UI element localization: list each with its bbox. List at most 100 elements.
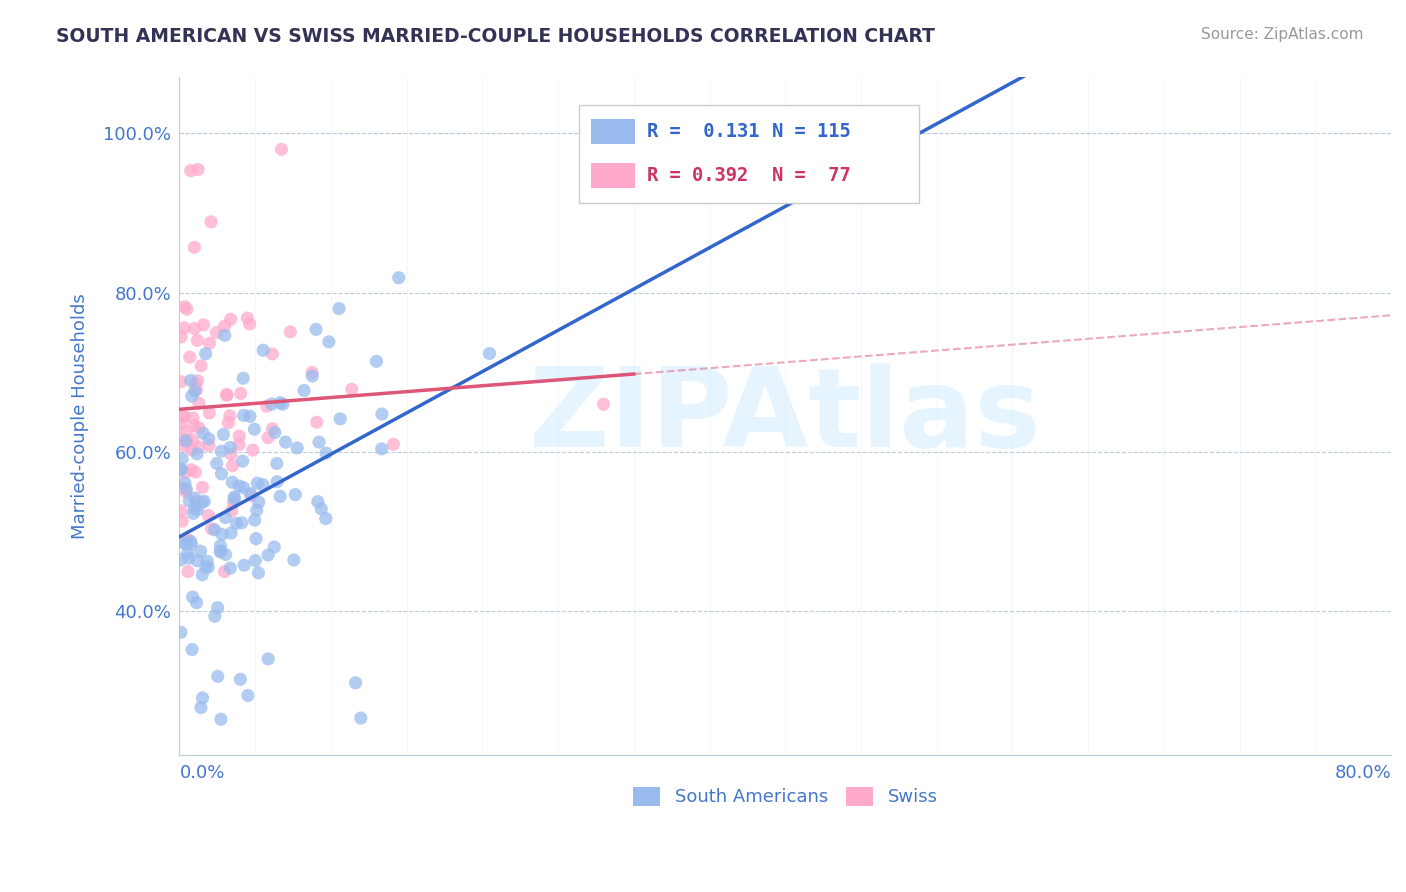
Point <box>184 384 207 398</box>
Point <box>209 712 232 726</box>
FancyBboxPatch shape <box>592 163 636 188</box>
Point <box>243 513 266 527</box>
Point <box>173 409 195 424</box>
Point <box>271 397 294 411</box>
Point <box>170 462 193 476</box>
Point <box>186 596 208 610</box>
Point <box>263 425 285 440</box>
Point <box>221 504 243 518</box>
Point <box>181 642 204 657</box>
Point <box>215 387 238 401</box>
Text: 0.0%: 0.0% <box>180 764 225 782</box>
Point <box>214 319 236 334</box>
Legend: South Americans, Swiss: South Americans, Swiss <box>626 780 945 814</box>
Point <box>301 369 323 384</box>
Point <box>266 475 288 489</box>
Point <box>233 558 256 573</box>
Point <box>229 386 252 401</box>
Point <box>176 482 198 496</box>
Point <box>204 523 226 537</box>
Point <box>186 494 208 508</box>
Point <box>211 527 233 541</box>
Point <box>301 365 323 379</box>
Point <box>170 375 193 389</box>
Point <box>170 330 193 344</box>
Point <box>207 600 229 615</box>
Point <box>183 418 205 433</box>
Point <box>173 321 195 335</box>
Point <box>170 462 193 476</box>
Point <box>315 511 337 525</box>
Point <box>174 484 197 499</box>
Point <box>270 142 292 156</box>
Text: Source: ZipAtlas.com: Source: ZipAtlas.com <box>1201 27 1364 42</box>
Point <box>228 479 250 493</box>
Point <box>172 433 194 447</box>
Point <box>340 382 363 396</box>
Point <box>225 516 247 531</box>
Point <box>170 417 193 431</box>
Point <box>181 433 204 447</box>
Point <box>219 312 242 326</box>
FancyBboxPatch shape <box>579 104 918 202</box>
Point <box>307 494 329 508</box>
Point <box>207 669 229 683</box>
Point <box>170 553 193 567</box>
Point <box>212 427 235 442</box>
Point <box>221 475 243 490</box>
Point <box>219 526 242 541</box>
Point <box>305 415 328 429</box>
Point <box>198 439 221 453</box>
Point <box>257 431 280 445</box>
Point <box>188 396 211 410</box>
Point <box>183 507 205 521</box>
Point <box>176 302 198 317</box>
FancyBboxPatch shape <box>592 120 636 144</box>
Point <box>232 371 254 385</box>
Point <box>224 491 246 506</box>
Point <box>478 346 501 360</box>
Point <box>180 374 202 388</box>
Text: R = 0.392: R = 0.392 <box>647 166 748 186</box>
Point <box>183 501 205 516</box>
Point <box>260 397 283 411</box>
Point <box>284 488 307 502</box>
Point <box>181 410 204 425</box>
Point <box>184 465 207 479</box>
Point <box>180 534 202 549</box>
Point <box>262 347 284 361</box>
Point <box>370 442 392 456</box>
Point <box>236 311 259 326</box>
Point <box>176 532 198 546</box>
Point <box>173 300 195 314</box>
Point <box>382 437 405 451</box>
Point <box>187 502 209 516</box>
Point <box>177 565 200 579</box>
Point <box>228 437 250 451</box>
Point <box>252 477 274 491</box>
Point <box>219 441 242 455</box>
Point <box>229 673 252 687</box>
Point <box>180 389 202 403</box>
Point <box>266 457 288 471</box>
Point <box>184 491 207 505</box>
Point <box>263 540 285 554</box>
Point <box>195 554 218 568</box>
Point <box>180 163 202 178</box>
Point <box>240 489 263 503</box>
Point <box>209 544 232 558</box>
Point <box>180 463 202 477</box>
Point <box>222 496 245 510</box>
Point <box>262 422 284 436</box>
Point <box>179 493 201 508</box>
Point <box>219 447 242 461</box>
Point <box>191 690 214 705</box>
Point <box>246 476 269 491</box>
Point <box>200 215 222 229</box>
Point <box>318 334 340 349</box>
Point <box>176 434 198 448</box>
Point <box>186 383 208 397</box>
Point <box>328 301 350 316</box>
Point <box>181 590 204 604</box>
Point <box>191 495 214 509</box>
